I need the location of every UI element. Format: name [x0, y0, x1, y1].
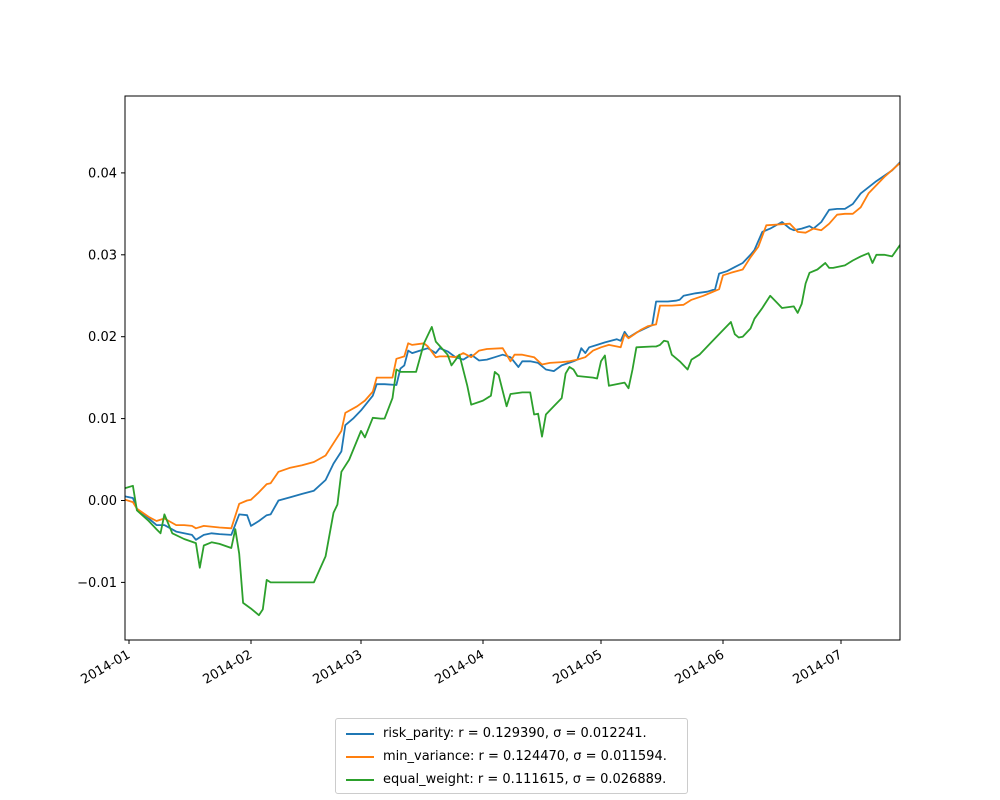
legend-label-risk-parity: risk_parity: r = 0.129390, σ = 0.012241.: [383, 726, 647, 741]
y-tick-label: 0.01: [88, 412, 117, 427]
legend-item-risk-parity: risk_parity: r = 0.129390, σ = 0.012241.: [344, 722, 679, 745]
y-tick-label: 0.00: [88, 494, 117, 509]
legend-item-equal-weight: equal_weight: r = 0.111615, σ = 0.026889…: [344, 768, 679, 791]
y-tick-label: 0.04: [88, 166, 117, 181]
series-line-min-variance: [125, 162, 900, 530]
x-tick-label: 2014-05: [550, 647, 605, 687]
x-tick-label: 2014-07: [790, 647, 845, 687]
x-tick-label: 2014-06: [672, 647, 727, 687]
series-line-risk-parity: [125, 161, 900, 541]
x-tick-label: 2014-03: [310, 647, 365, 687]
y-tick-label: 0.02: [88, 330, 117, 345]
x-axis: 2014-01 2014-02 2014-03 2014-04 2014-05 2014-…: [78, 640, 845, 688]
plot-area: [125, 161, 900, 617]
series-line-equal-weight: [125, 244, 900, 617]
axes-frame: [124, 95, 901, 641]
y-axis: −0.01 0.00 0.01 0.02 0.03 0.04: [77, 166, 125, 591]
x-tick-label: 2014-02: [200, 647, 255, 687]
legend-item-min-variance: min_variance: r = 0.124470, σ = 0.011594…: [344, 745, 679, 768]
legend-label-min-variance: min_variance: r = 0.124470, σ = 0.011594…: [383, 749, 667, 764]
legend-swatch-risk-parity: [346, 732, 374, 735]
legend: risk_parity: r = 0.129390, σ = 0.012241.…: [335, 718, 688, 794]
legend-label-equal-weight: equal_weight: r = 0.111615, σ = 0.026889…: [383, 772, 667, 787]
legend-swatch-min-variance: [346, 755, 374, 758]
x-tick-label: 2014-01: [78, 647, 133, 687]
y-tick-label: −0.01: [77, 576, 117, 591]
legend-swatch-equal-weight: [346, 778, 374, 781]
x-tick-label: 2014-04: [432, 647, 487, 687]
y-tick-label: 0.03: [88, 248, 117, 263]
